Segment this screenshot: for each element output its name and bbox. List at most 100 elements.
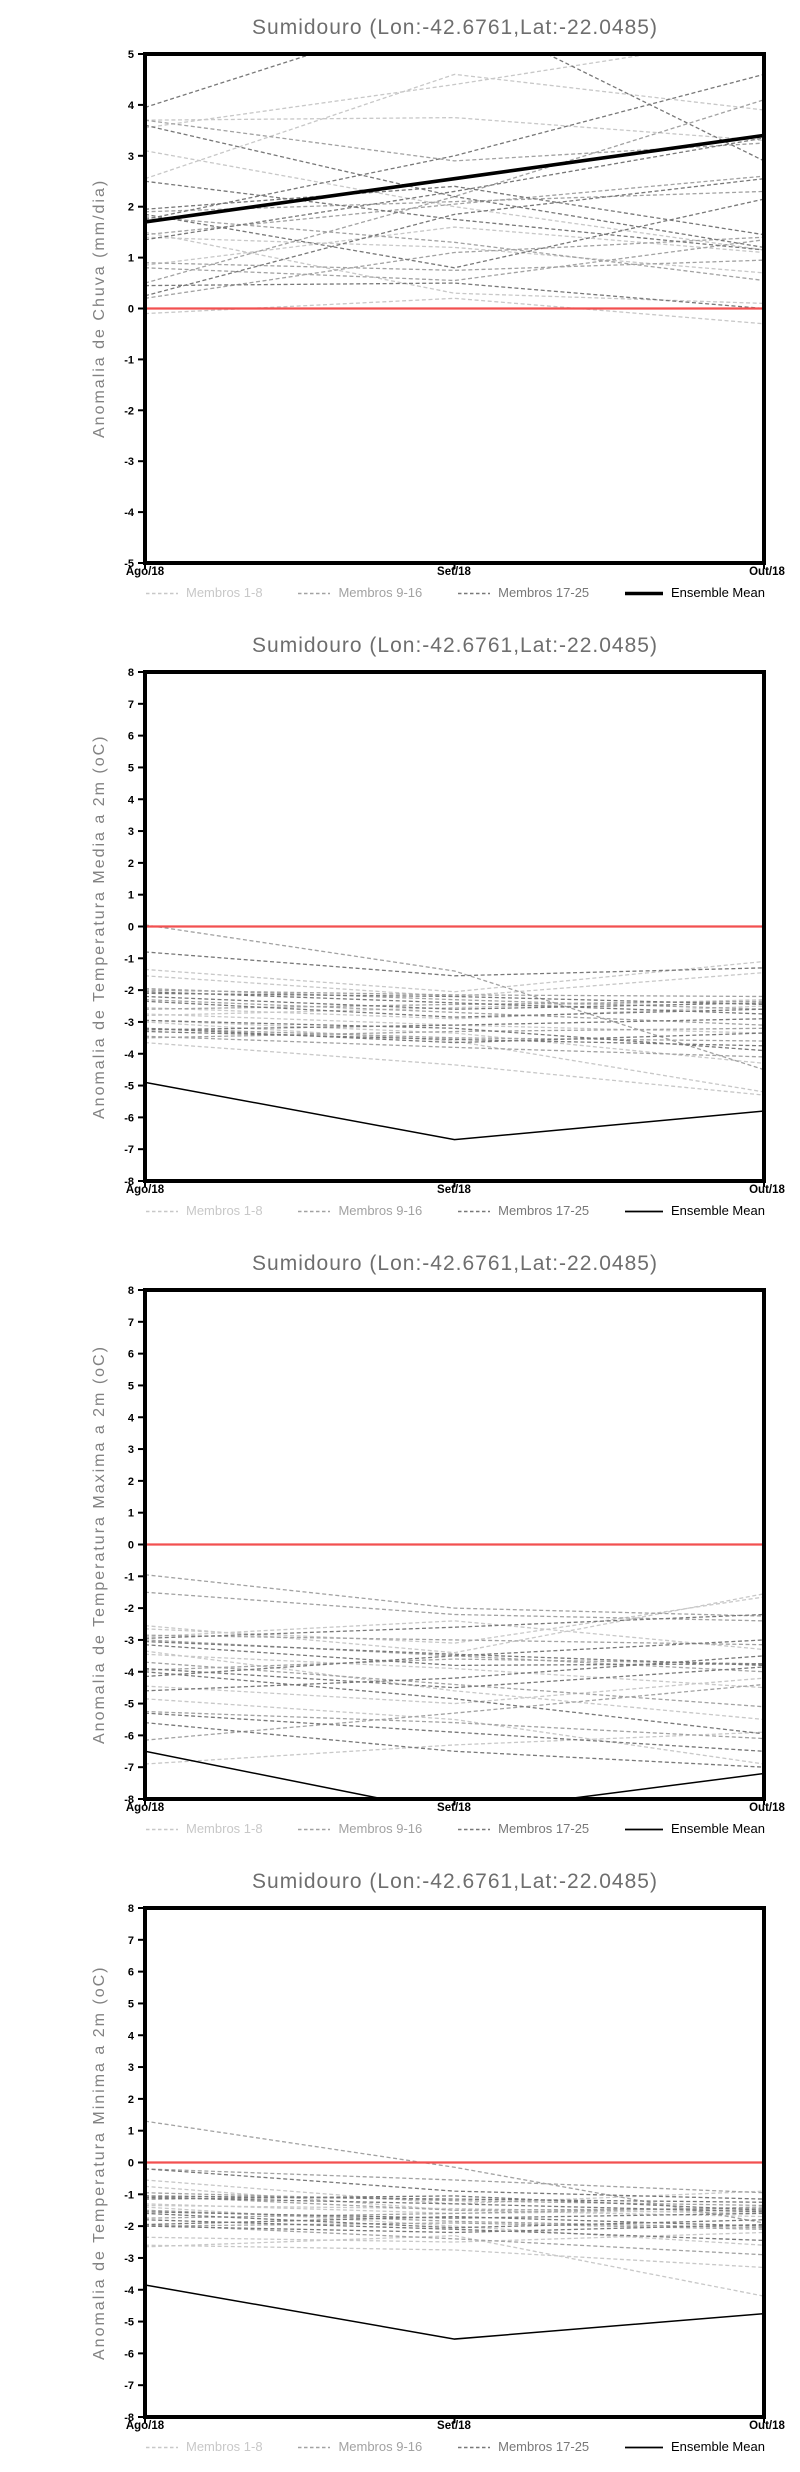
legend-item-members-17-25: Membros 17-25 [457, 1821, 589, 1836]
x-tick-label: Out/18 [749, 566, 785, 578]
chart-legend: Membros 1-8 Membros 9-16 Membros 17-25 E… [145, 1821, 765, 1836]
svg-text:8: 8 [128, 667, 134, 679]
svg-text:7: 7 [128, 1317, 134, 1329]
legend-item-members-9-16: Membros 9-16 [297, 1821, 422, 1836]
legend-item-members-17-25: Membros 17-25 [457, 1203, 589, 1218]
svg-text:4: 4 [128, 1412, 135, 1424]
svg-text:4: 4 [128, 100, 135, 112]
svg-text:7: 7 [128, 699, 134, 711]
svg-text:-2: -2 [124, 985, 134, 997]
x-tick-label: Set/18 [437, 1802, 471, 1814]
x-tick-label: Ago/18 [125, 1184, 165, 1196]
chart-block-max-temp-anomaly: Sumidouro (Lon:-42.6761,Lat:-22.0485) An… [0, 1236, 800, 1854]
legend-label: Membros 17-25 [498, 1821, 590, 1836]
chart-block-mean-temp-anomaly: Sumidouro (Lon:-42.6761,Lat:-22.0485) An… [0, 618, 800, 1236]
svg-text:-6: -6 [124, 2348, 134, 2360]
svg-text:3: 3 [128, 1444, 134, 1456]
svg-text:5: 5 [128, 762, 134, 774]
svg-text:3: 3 [128, 2062, 134, 2074]
svg-text:-4: -4 [124, 2285, 135, 2297]
svg-text:7: 7 [128, 1935, 134, 1947]
solid-line-sample-icon [624, 1821, 664, 1836]
legend-label: Membros 9-16 [338, 2439, 423, 2454]
legend-item-members-9-16: Membros 9-16 [297, 1203, 422, 1218]
svg-text:1: 1 [128, 1508, 134, 1520]
svg-text:3: 3 [128, 826, 134, 838]
legend-label: Ensemble Mean [671, 2439, 765, 2454]
dashed-line-sample-icon [457, 2439, 491, 2454]
svg-text:-5: -5 [124, 1699, 134, 1711]
svg-text:4: 4 [128, 2030, 135, 2042]
svg-text:4: 4 [128, 794, 135, 806]
svg-text:6: 6 [128, 1349, 134, 1361]
legend-item-ensemble-mean: Ensemble Mean [624, 585, 765, 600]
svg-text:-4: -4 [124, 1667, 135, 1679]
svg-text:-3: -3 [124, 1635, 134, 1647]
chart-legend: Membros 1-8 Membros 9-16 Membros 17-25 E… [145, 585, 765, 600]
svg-text:-3: -3 [124, 1017, 134, 1029]
legend-label: Membros 1-8 [186, 2439, 263, 2454]
chart-canvas: -5 -4 -3 -2 -1 0 1 2 3 4 5 [124, 49, 766, 570]
svg-text:1: 1 [128, 2126, 134, 2138]
svg-text:1: 1 [128, 253, 134, 265]
x-tick-label: Ago/18 [125, 2420, 165, 2432]
chart-title: Sumidouro (Lon:-42.6761,Lat:-22.0485) [252, 1252, 658, 1275]
svg-text:-4: -4 [124, 1049, 135, 1061]
svg-text:8: 8 [128, 1285, 134, 1297]
chart-title: Sumidouro (Lon:-42.6761,Lat:-22.0485) [252, 1870, 658, 1893]
x-tick-label: Out/18 [749, 2420, 785, 2432]
solid-line-sample-icon [624, 2439, 664, 2454]
legend-label: Membros 17-25 [498, 1203, 590, 1218]
svg-text:-8: -8 [124, 1794, 134, 1806]
dashed-line-sample-icon [297, 2439, 331, 2454]
svg-text:0: 0 [128, 2158, 134, 2170]
svg-text:-6: -6 [124, 1730, 134, 1742]
svg-text:-5: -5 [124, 1081, 134, 1093]
legend-label: Ensemble Mean [671, 1821, 765, 1836]
svg-text:5: 5 [128, 49, 134, 61]
x-tick-label: Set/18 [437, 1184, 471, 1196]
legend-item-members-9-16: Membros 9-16 [297, 585, 422, 600]
svg-text:-7: -7 [124, 1762, 134, 1774]
legend-label: Membros 1-8 [186, 585, 263, 600]
x-tick-label: Out/18 [749, 1802, 785, 1814]
legend-item-members-17-25: Membros 17-25 [457, 2439, 589, 2454]
svg-text:-8: -8 [124, 1176, 134, 1188]
legend-item-ensemble-mean: Ensemble Mean [624, 1821, 765, 1836]
solid-line-sample-icon [624, 585, 664, 600]
legend-label: Ensemble Mean [671, 585, 765, 600]
dashed-line-sample-icon [145, 1821, 179, 1836]
chart-canvas: -8 -7 -6 -5 -4 -3 -2 -1 0 1 2 3 4 5 6 7 8 [124, 1903, 766, 2424]
dashed-line-sample-icon [457, 585, 491, 600]
dashed-line-sample-icon [457, 1203, 491, 1218]
dashed-line-sample-icon [297, 1821, 331, 1836]
svg-text:-3: -3 [124, 456, 134, 468]
x-tick-label: Set/18 [437, 2420, 471, 2432]
dashed-line-sample-icon [297, 585, 331, 600]
chart-block-min-temp-anomaly: Sumidouro (Lon:-42.6761,Lat:-22.0485) An… [0, 1854, 800, 2472]
legend-label: Membros 17-25 [498, 2439, 590, 2454]
svg-text:-6: -6 [124, 1112, 134, 1124]
legend-item-members-17-25: Membros 17-25 [457, 585, 589, 600]
svg-text:5: 5 [128, 1380, 134, 1392]
legend-item-members-9-16: Membros 9-16 [297, 2439, 422, 2454]
legend-label: Ensemble Mean [671, 1203, 765, 1218]
dashed-line-sample-icon [145, 2439, 179, 2454]
legend-label: Membros 9-16 [338, 1203, 423, 1218]
dashed-line-sample-icon [297, 1203, 331, 1218]
chart-canvas: -8 -7 -6 -5 -4 -3 -2 -1 0 1 2 3 4 5 6 7 8 [124, 1285, 766, 1806]
x-tick-label: Out/18 [749, 1184, 785, 1196]
svg-text:-2: -2 [124, 405, 134, 417]
legend-item-members-1-8: Membros 1-8 [145, 1203, 263, 1218]
chart-legend: Membros 1-8 Membros 9-16 Membros 17-25 E… [145, 1203, 765, 1218]
svg-text:3: 3 [128, 151, 134, 163]
svg-text:2: 2 [128, 202, 134, 214]
svg-text:2: 2 [128, 858, 134, 870]
svg-text:5: 5 [128, 1998, 134, 2010]
legend-item-members-1-8: Membros 1-8 [145, 2439, 263, 2454]
svg-text:-1: -1 [124, 1571, 134, 1583]
legend-label: Membros 9-16 [338, 585, 423, 600]
dashed-line-sample-icon [457, 1821, 491, 1836]
legend-item-members-1-8: Membros 1-8 [145, 585, 263, 600]
svg-text:0: 0 [128, 1540, 134, 1552]
